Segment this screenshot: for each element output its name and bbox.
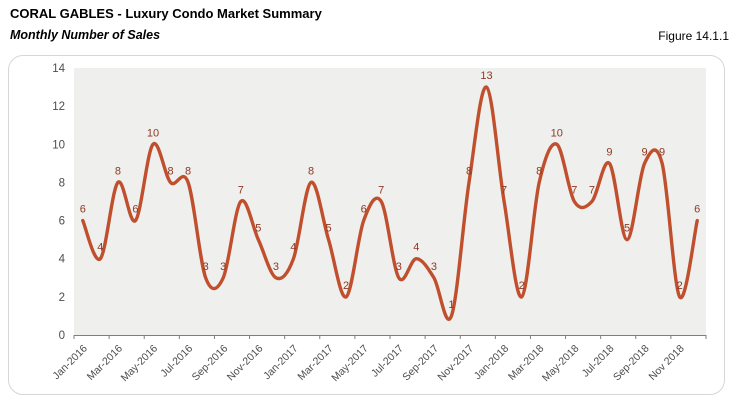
x-tick-label: Nov 2018 xyxy=(647,343,687,383)
data-point-label: 10 xyxy=(551,127,563,139)
y-tick-label: 6 xyxy=(59,216,65,228)
x-tick-label: May-2018 xyxy=(540,343,582,385)
data-point-label: 8 xyxy=(167,165,173,177)
page-title: CORAL GABLES - Luxury Condo Market Summa… xyxy=(10,6,322,21)
x-tick-label: Jan-2017 xyxy=(261,343,301,383)
data-point-label: 3 xyxy=(431,261,437,273)
x-tick-label: Nov-2016 xyxy=(225,343,266,384)
data-point-label: 8 xyxy=(115,165,121,177)
chart-subtitle: Monthly Number of Sales xyxy=(10,28,161,42)
data-point-label: 7 xyxy=(589,185,595,197)
data-point-label: 7 xyxy=(238,185,244,197)
y-tick-label: 10 xyxy=(52,139,65,151)
data-point-label: 6 xyxy=(361,204,367,216)
y-tick-label: 2 xyxy=(59,292,65,304)
data-point-label: 8 xyxy=(308,165,314,177)
data-point-label: 6 xyxy=(694,204,700,216)
x-tick-label: Jan-2016 xyxy=(50,343,90,383)
data-point-label: 3 xyxy=(220,261,226,273)
data-point-label: 8 xyxy=(185,165,191,177)
data-point-label: 9 xyxy=(659,146,665,158)
chart-panel: Jan-2016 Mar-2016 May-2016 Jul-2016 Sep-2016… xyxy=(8,55,725,395)
data-point-label: 9 xyxy=(641,146,647,158)
data-point-label: 6 xyxy=(132,204,138,216)
y-tick-label: 14 xyxy=(52,63,65,75)
data-point-label: 2 xyxy=(343,280,349,292)
data-point-label: 2 xyxy=(519,280,525,292)
plot-area xyxy=(74,68,706,335)
data-point-label: 4 xyxy=(97,242,103,254)
x-tick-label: Sep-2018 xyxy=(611,343,652,384)
y-tick-label: 8 xyxy=(59,177,65,189)
data-point-label: 5 xyxy=(325,223,331,235)
data-point-label: 9 xyxy=(606,146,612,158)
data-point-label: 13 xyxy=(480,70,492,82)
data-point-label: 5 xyxy=(255,223,261,235)
data-point-label: 3 xyxy=(396,261,402,273)
y-tick-label: 0 xyxy=(59,330,65,342)
y-tick-label: 4 xyxy=(59,254,66,266)
y-tick-label: 12 xyxy=(52,101,65,113)
figure-label: Figure 14.1.1 xyxy=(658,29,729,43)
data-point-label: 5 xyxy=(624,223,630,235)
data-point-label: 7 xyxy=(501,185,507,197)
data-point-label: 2 xyxy=(677,280,683,292)
x-tick-label: Sep-2016 xyxy=(190,343,231,384)
sales-line-chart: Jan-2016Mar-2016May-2016Jul-2016Sep-2016… xyxy=(50,63,707,385)
data-point-label: 10 xyxy=(147,127,159,139)
data-point-label: 1 xyxy=(448,299,454,311)
data-point-label: 6 xyxy=(80,204,86,216)
x-tick-label: Sep-2017 xyxy=(400,343,441,384)
x-tick-label: May-2017 xyxy=(329,343,371,385)
data-point-label: 7 xyxy=(571,185,577,197)
data-point-label: 3 xyxy=(203,261,209,273)
x-tick-label: Jan-2018 xyxy=(472,343,512,383)
data-point-label: 8 xyxy=(536,165,542,177)
data-point-label: 4 xyxy=(290,242,296,254)
data-point-label: 7 xyxy=(378,185,384,197)
data-point-label: 8 xyxy=(466,165,472,177)
data-point-label: 3 xyxy=(273,261,279,273)
x-tick-label: May-2016 xyxy=(119,343,161,385)
data-point-label: 4 xyxy=(413,242,419,254)
sales-line xyxy=(81,85,699,321)
x-tick-label: Nov-2017 xyxy=(435,343,476,384)
